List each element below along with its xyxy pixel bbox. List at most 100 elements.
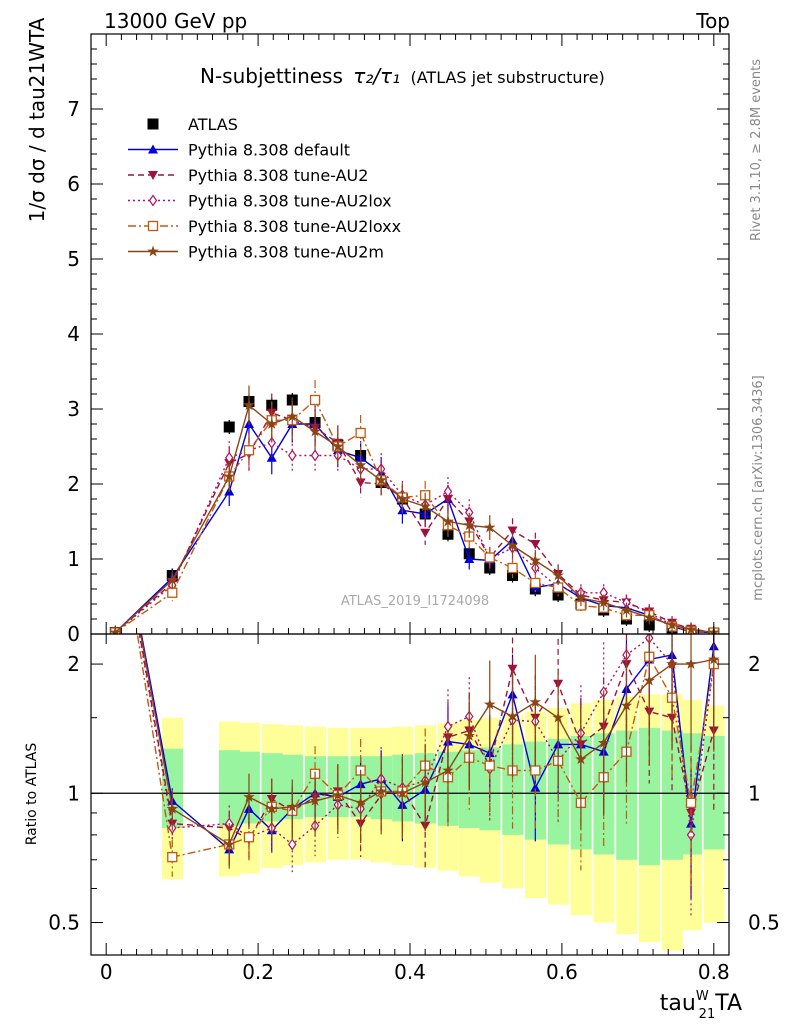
series-point xyxy=(288,449,297,462)
ratio-point xyxy=(686,828,696,841)
series-point xyxy=(354,459,367,471)
ratio-tick-label: 1 xyxy=(67,781,80,805)
series-point xyxy=(506,539,519,551)
ratio-band-inner-bin xyxy=(661,730,683,860)
ratio-tick-label: 0.5 xyxy=(48,910,80,934)
svg-text:mcplots.cern.ch [arXiv:1306.34: mcplots.cern.ch [arXiv:1306.3436] xyxy=(751,375,766,600)
ratio-tick-label: 2 xyxy=(67,652,80,676)
series-point xyxy=(286,410,298,422)
ratio-point xyxy=(243,832,255,843)
header-process-label: Top xyxy=(695,9,730,33)
ratio-tick-label-right: 0.5 xyxy=(748,910,780,934)
ratio-point xyxy=(354,796,367,808)
x-tick-label: 0.6 xyxy=(546,960,578,984)
header-energy-label: 13000 GeV pp xyxy=(104,9,247,33)
series-point xyxy=(443,485,453,498)
legend-marker-atlas xyxy=(147,118,159,130)
y-tick-label: 6 xyxy=(67,172,80,196)
ratio-point xyxy=(507,664,518,674)
ratio-point xyxy=(575,753,587,765)
series-point xyxy=(332,440,344,452)
atlas-data-point xyxy=(223,421,235,433)
ratio-point xyxy=(708,653,720,665)
ratio-point xyxy=(484,698,496,710)
svg-text:Rivet 3.1.10, ≥ 2.8M events: Rivet 3.1.10, ≥ 2.8M events xyxy=(749,59,764,241)
series-pythia-8-308-tune-au2m xyxy=(109,385,720,634)
y-tick-label: 4 xyxy=(67,322,80,346)
series-point xyxy=(484,521,496,533)
ratio-point xyxy=(375,785,387,797)
plot-title: N-subjettiness τ₂/τ₁ (ATLAS jet substruc… xyxy=(200,64,605,88)
series-point xyxy=(309,394,321,406)
series-point xyxy=(309,425,321,437)
ratio-band-inner-bin xyxy=(638,727,661,866)
x-axis-label: tauW 21TA xyxy=(660,989,742,1022)
series-point xyxy=(396,493,409,504)
ratio-point xyxy=(288,838,297,851)
ratio-point xyxy=(666,658,678,669)
svg-text:1/σ dσ / d tau21WTA: 1/σ dσ / d tau21WTA xyxy=(25,17,49,222)
series-point xyxy=(685,623,697,634)
x-tick-label: 0.8 xyxy=(698,960,730,984)
legend-marker xyxy=(147,220,159,232)
legend-marker xyxy=(148,144,158,154)
y-tick-label: 1 xyxy=(67,547,80,571)
series-point xyxy=(552,569,564,581)
y-tick-label: 5 xyxy=(67,247,80,271)
legend-marker xyxy=(148,194,158,207)
ratio-point xyxy=(598,736,610,748)
legend-label: ATLAS xyxy=(188,115,238,134)
ratio-point xyxy=(685,797,697,808)
ratio-point xyxy=(530,782,541,792)
main-plot-content xyxy=(109,379,720,634)
legend-item-pythia-8-308-default: Pythia 8.308 default xyxy=(128,141,350,160)
legend-label: Pythia 8.308 tune-AU2loxx xyxy=(188,217,401,236)
series-point xyxy=(355,427,366,439)
legend-marker xyxy=(148,171,158,180)
legend-item-pythia-8-308-tune-au2: Pythia 8.308 tune-AU2 xyxy=(128,166,368,185)
ratio-point xyxy=(620,699,633,711)
series-point xyxy=(243,445,255,456)
legend-marker xyxy=(147,245,159,257)
series-point xyxy=(267,436,276,449)
ratio-point xyxy=(286,800,298,812)
mcplots-label: mcplots.cern.ch [arXiv:1306.3436] xyxy=(751,375,766,600)
ratio-point xyxy=(484,760,495,771)
ratio-point xyxy=(506,710,519,722)
analysis-id-label: ATLAS_2019_I1724098 xyxy=(341,594,489,609)
ratio-point xyxy=(685,658,697,669)
legend-label: Pythia 8.308 tune-AU2lox xyxy=(188,192,392,211)
y-axis-label: 1/σ dσ / d tau21WTA xyxy=(25,17,49,222)
ratio-point xyxy=(266,802,278,814)
ratio-uncertainty-bands xyxy=(162,694,725,951)
ratio-point xyxy=(166,802,178,814)
series-point xyxy=(355,478,366,488)
series-point xyxy=(507,562,518,574)
series-point xyxy=(529,554,541,566)
series-point xyxy=(484,552,495,563)
series-point xyxy=(442,515,454,527)
y-tick-label: 3 xyxy=(67,397,80,421)
x-tick-label: 0 xyxy=(100,960,113,984)
series-point xyxy=(643,611,655,623)
main-plot-frame xyxy=(90,33,730,635)
ratio-axis-label: Ratio to ATLAS xyxy=(24,743,40,846)
series-point xyxy=(666,619,678,630)
ratio-point xyxy=(223,838,235,850)
y-tick-label: 7 xyxy=(67,97,80,121)
svg-text:Ratio to ATLAS: Ratio to ATLAS xyxy=(24,743,40,846)
series-point xyxy=(243,399,255,411)
legend-item-pythia-8-308-tune-au2m: Pythia 8.308 tune-AU2m xyxy=(128,243,384,262)
series-point xyxy=(575,592,587,603)
y-tick-label: 2 xyxy=(67,472,80,496)
ratio-point xyxy=(463,730,475,741)
series-point xyxy=(266,418,278,429)
ratio-point xyxy=(552,711,564,723)
ratio-tick-label-right: 2 xyxy=(748,652,761,676)
series-point xyxy=(310,449,320,462)
legend-item-pythia-8-308-tune-au2lox: Pythia 8.308 tune-AU2lox xyxy=(128,192,392,211)
rivet-version-label: Rivet 3.1.10, ≥ 2.8M events xyxy=(749,59,764,241)
ratio-point xyxy=(309,794,321,806)
legend-item-atlas: ATLAS xyxy=(147,115,238,134)
